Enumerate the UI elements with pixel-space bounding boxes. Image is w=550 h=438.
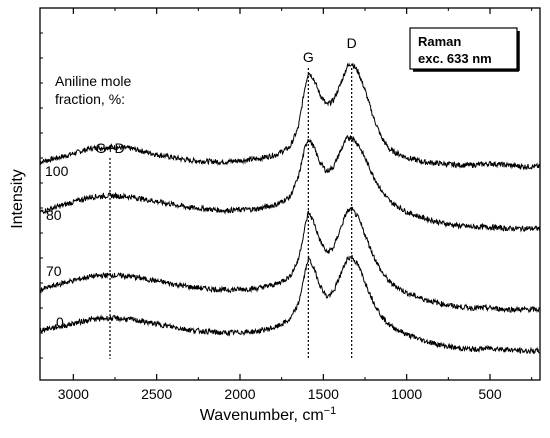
note-line-2: fraction, %: bbox=[55, 91, 125, 107]
x-tick-label-3000: 3000 bbox=[58, 386, 89, 402]
x-axis-title: Wavenumber, cm−1 bbox=[200, 405, 336, 424]
y-axis-title: Intensity bbox=[9, 169, 26, 229]
series-label-70: 70 bbox=[46, 263, 62, 279]
reference-label-D: D bbox=[347, 35, 357, 51]
reference-label-G: G bbox=[303, 49, 314, 65]
series-line-0 bbox=[39, 255, 541, 355]
series-label-0: 0 bbox=[56, 314, 64, 330]
inset-legend-line-1: Raman bbox=[418, 34, 461, 49]
series-label-80: 80 bbox=[46, 207, 62, 223]
plot-area: 3000 2500 2000 1500 1000 500 G D G+D 100 80 70 0 bbox=[39, 7, 541, 402]
series-label-100: 100 bbox=[45, 163, 69, 179]
inset-legend-line-2: exc. 633 nm bbox=[418, 51, 492, 66]
plot-frame bbox=[39, 7, 541, 381]
x-tick-label-500: 500 bbox=[478, 386, 502, 402]
inset-legend-box bbox=[409, 27, 518, 70]
x-tick-label-2000: 2000 bbox=[224, 386, 255, 402]
inset-legend: Raman exc. 633 nm bbox=[409, 27, 520, 72]
series-line-70 bbox=[39, 207, 541, 314]
series-line-100 bbox=[39, 62, 541, 171]
x-tick-label-2500: 2500 bbox=[141, 386, 172, 402]
x-tick-label-1000: 1000 bbox=[391, 386, 422, 402]
series-line-80 bbox=[39, 134, 541, 233]
note-line-1: Aniline mole bbox=[55, 73, 131, 89]
reference-label-GplusD: G+D bbox=[95, 140, 124, 156]
x-tick-label-1500: 1500 bbox=[308, 386, 339, 402]
